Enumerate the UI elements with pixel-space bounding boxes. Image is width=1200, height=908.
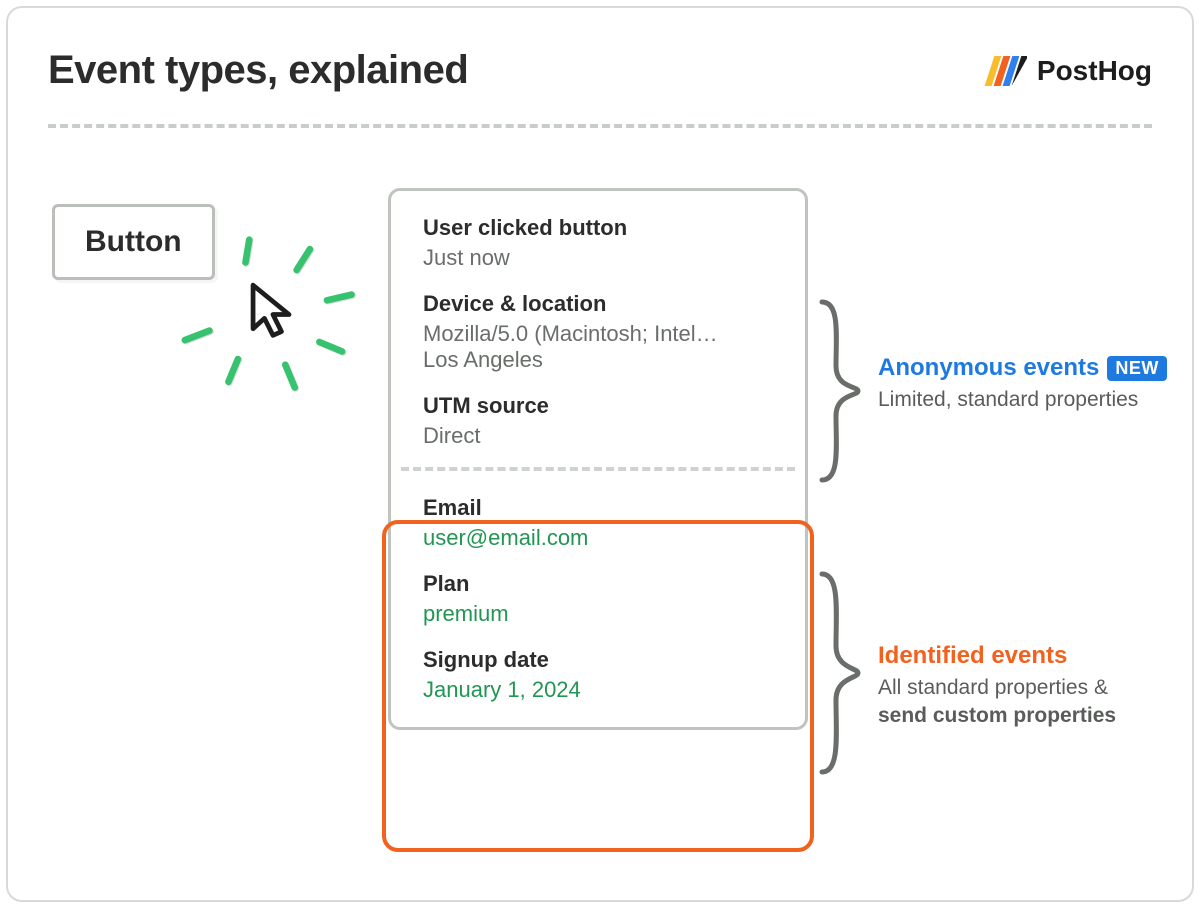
utm-label: UTM source	[423, 393, 773, 419]
ident-desc-line1: All standard properties &	[878, 676, 1108, 699]
brand-logo: PostHog	[983, 54, 1152, 88]
device-city: Los Angeles	[423, 347, 773, 373]
ident-section: Email user@email.com Plan premium Signup…	[391, 471, 805, 727]
header-divider	[48, 124, 1152, 128]
posthog-logo-icon	[983, 54, 1027, 88]
plan-label: Plan	[423, 571, 773, 597]
header: Event types, explained PostHog	[48, 48, 1152, 93]
event-timestamp: Just now	[423, 245, 773, 271]
ident-desc: All standard properties & send custom pr…	[878, 674, 1178, 731]
new-badge: NEW	[1107, 356, 1167, 381]
signup-label: Signup date	[423, 647, 773, 673]
event-card: User clicked button Just now Device & lo…	[388, 188, 808, 730]
email-label: Email	[423, 495, 773, 521]
diagram-frame: Event types, explained PostHog Button	[6, 6, 1194, 902]
annotation-ident: Identified events All standard propertie…	[878, 642, 1178, 731]
brand-name: PostHog	[1037, 55, 1152, 87]
event-name-label: User clicked button	[423, 215, 773, 241]
anon-title: Anonymous events NEW	[878, 354, 1178, 382]
signup-value: January 1, 2024	[423, 677, 773, 703]
brace-anon-icon	[814, 296, 870, 486]
button-illustration: Button	[52, 204, 272, 280]
brace-ident-icon	[814, 568, 870, 778]
ident-desc-line2: send custom properties	[878, 704, 1116, 727]
ident-title: Identified events	[878, 642, 1178, 670]
email-value: user@email.com	[423, 525, 773, 551]
sample-button: Button	[52, 204, 215, 280]
annotation-anon: Anonymous events NEW Limited, standard p…	[878, 354, 1178, 414]
device-ua: Mozilla/5.0 (Macintosh; Intel…	[423, 321, 773, 347]
anon-desc: Limited, standard properties	[878, 386, 1178, 414]
page-title: Event types, explained	[48, 48, 468, 93]
anon-section: User clicked button Just now Device & lo…	[391, 191, 805, 467]
plan-value: premium	[423, 601, 773, 627]
device-label: Device & location	[423, 291, 773, 317]
anon-title-text: Anonymous events	[878, 354, 1099, 382]
utm-value: Direct	[423, 423, 773, 449]
